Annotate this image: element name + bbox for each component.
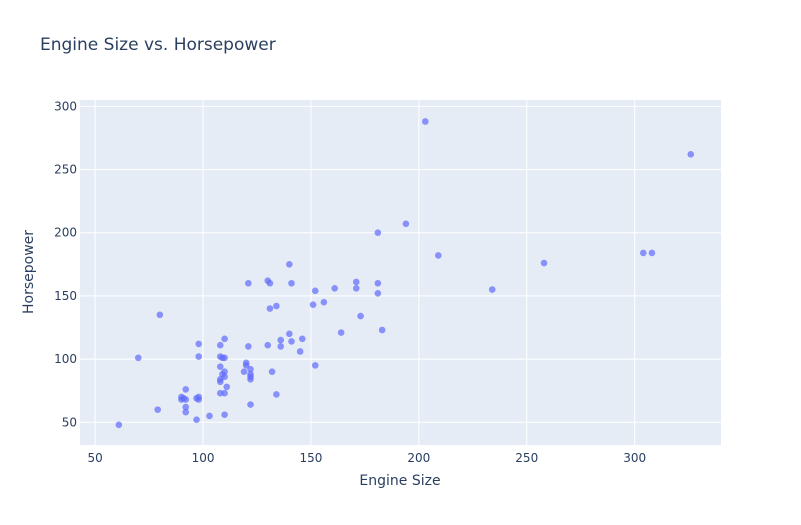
data-point[interactable] (352, 278, 360, 286)
data-point[interactable] (221, 368, 228, 376)
data-point[interactable] (221, 389, 228, 397)
data-point[interactable] (488, 286, 496, 293)
data-point[interactable] (221, 373, 228, 381)
data-point[interactable] (264, 341, 272, 349)
data-point[interactable] (277, 336, 285, 344)
data-point[interactable] (352, 284, 360, 292)
y-axis-title: Horsepower (21, 230, 37, 314)
y-axis-ticks: 50 100 150 200 250 300 (54, 99, 77, 429)
data-point[interactable] (402, 220, 410, 228)
data-point[interactable] (245, 279, 252, 287)
data-point[interactable] (640, 249, 647, 257)
y-tick-label: 150 (54, 289, 77, 303)
y-tick-label: 250 (54, 163, 77, 177)
y-tick-label: 200 (54, 226, 77, 240)
plot-area (80, 100, 721, 445)
data-point[interactable] (182, 403, 190, 411)
data-point[interactable] (245, 343, 252, 350)
data-point[interactable] (154, 406, 161, 413)
data-point[interactable] (195, 340, 203, 348)
data-point[interactable] (374, 279, 382, 287)
data-point[interactable] (288, 279, 295, 287)
data-point[interactable] (216, 363, 224, 370)
y-tick-label: 100 (54, 352, 77, 366)
data-point[interactable] (434, 252, 442, 259)
x-tick-label: 200 (407, 451, 430, 465)
data-point[interactable] (648, 249, 656, 257)
data-point[interactable] (182, 386, 190, 393)
data-point[interactable] (182, 396, 190, 403)
x-tick-label: 50 (87, 451, 102, 465)
data-point[interactable] (266, 305, 274, 312)
x-axis-title: Engine Size (359, 473, 440, 489)
data-point[interactable] (309, 301, 317, 309)
data-point[interactable] (273, 302, 280, 310)
data-point[interactable] (320, 298, 328, 306)
data-point[interactable] (268, 368, 276, 376)
data-point[interactable] (193, 416, 200, 424)
data-point[interactable] (374, 290, 382, 297)
data-point[interactable] (242, 362, 250, 369)
data-point[interactable] (182, 408, 190, 416)
gridlines (80, 100, 721, 445)
data-point[interactable] (115, 421, 123, 429)
x-tick-label: 150 (299, 451, 322, 465)
data-point[interactable] (247, 370, 254, 378)
x-tick-label: 100 (192, 451, 215, 465)
data-point[interactable] (195, 393, 203, 401)
data-point[interactable] (156, 311, 164, 319)
data-point[interactable] (687, 151, 695, 158)
y-tick-label: 300 (54, 99, 77, 113)
data-point[interactable] (216, 341, 224, 349)
data-point[interactable] (296, 348, 304, 355)
x-tick-label: 300 (623, 451, 646, 465)
data-point[interactable] (240, 368, 248, 376)
data-point[interactable] (311, 362, 319, 369)
data-point[interactable] (277, 343, 285, 350)
data-point[interactable] (311, 287, 319, 295)
x-tick-label: 250 (515, 451, 538, 465)
data-point[interactable] (221, 335, 228, 343)
data-points (115, 118, 695, 429)
x-axis-ticks: 50 100 150 200 250 300 (87, 451, 646, 465)
chart-title: Engine Size vs. Horsepower (40, 35, 276, 55)
data-point[interactable] (247, 365, 254, 373)
data-point[interactable] (286, 260, 293, 268)
data-point[interactable] (273, 391, 280, 398)
data-point[interactable] (422, 118, 429, 125)
data-point[interactable] (337, 329, 345, 336)
data-point[interactable] (206, 412, 213, 420)
data-point[interactable] (288, 338, 295, 345)
data-point[interactable] (378, 326, 386, 334)
data-point[interactable] (298, 335, 306, 343)
data-point[interactable] (331, 284, 338, 292)
data-point[interactable] (223, 383, 231, 391)
data-point[interactable] (221, 354, 228, 362)
data-point[interactable] (286, 330, 293, 338)
y-tick-label: 50 (62, 415, 77, 429)
data-point[interactable] (195, 353, 203, 360)
data-point[interactable] (357, 312, 364, 320)
data-point[interactable] (266, 279, 274, 287)
data-point[interactable] (221, 411, 228, 418)
data-point[interactable] (134, 354, 142, 362)
data-point[interactable] (540, 259, 548, 267)
data-point[interactable] (247, 401, 254, 408)
data-point[interactable] (374, 229, 382, 236)
